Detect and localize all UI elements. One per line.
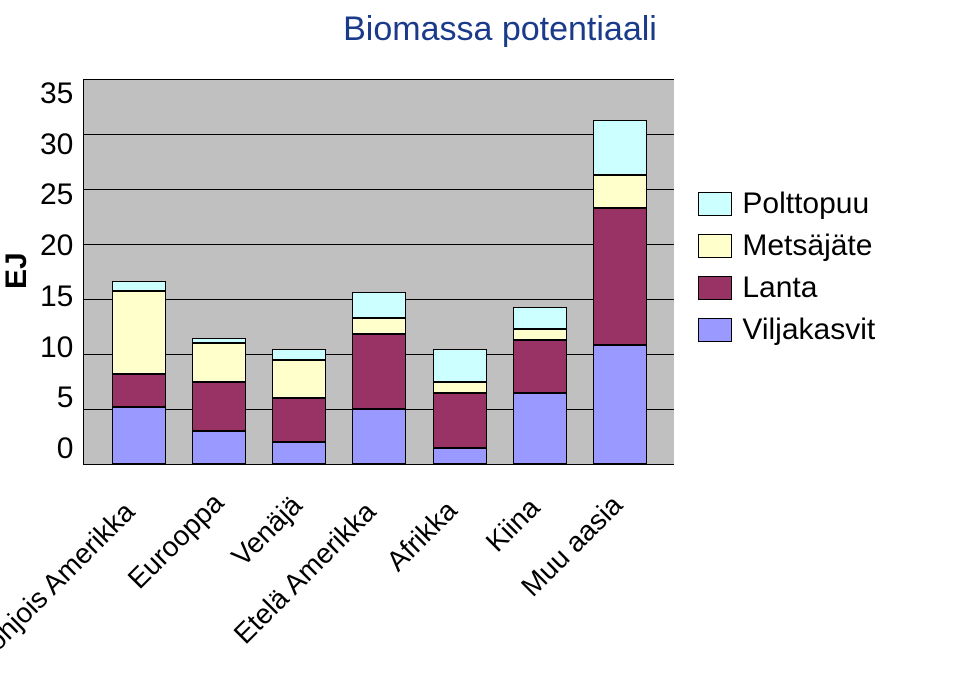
- y-tick: 0: [57, 434, 74, 464]
- bar-segment-lanta: [433, 393, 487, 448]
- bar: [593, 120, 647, 464]
- bar-segment-polttopuu: [433, 349, 487, 382]
- bar-segment-lanta: [272, 398, 326, 442]
- x-axis-label: Kiina: [481, 493, 545, 557]
- legend-item-metsajate: Metsäjäte: [698, 229, 875, 263]
- bar: [192, 338, 246, 465]
- bar-segment-polttopuu: [352, 292, 406, 317]
- y-tick: 35: [40, 79, 73, 109]
- bar-segment-viljakasvit: [112, 407, 166, 464]
- bar: [513, 307, 567, 464]
- bar-segment-metsajate: [192, 343, 246, 382]
- legend-label: Viljakasvit: [742, 313, 875, 347]
- plot-wrap: Pohjois AmerikkaEurooppaVenäjäEtelä Amer…: [83, 79, 674, 685]
- y-tick: 15: [40, 282, 73, 312]
- legend-swatch: [698, 192, 732, 216]
- legend-item-polttopuu: Polttopuu: [698, 187, 875, 221]
- y-tick: 30: [40, 130, 73, 160]
- y-tick: 10: [40, 333, 73, 363]
- bar-segment-metsajate: [352, 318, 406, 335]
- y-tick: 20: [40, 231, 73, 261]
- bar-segment-polttopuu: [513, 307, 567, 329]
- bar-segment-lanta: [112, 374, 166, 407]
- bars-container: [84, 79, 674, 464]
- legend-label: Metsäjäte: [742, 229, 872, 263]
- bar: [352, 292, 406, 464]
- bar-segment-metsajate: [433, 382, 487, 393]
- legend-item-lanta: Lanta: [698, 271, 875, 305]
- x-axis-label: Pohjois Amerikka: [0, 497, 139, 669]
- y-tick: 25: [40, 180, 73, 210]
- legend: Polttopuu Metsäjäte Lanta Viljakasvit: [698, 179, 875, 355]
- bar-segment-metsajate: [272, 360, 326, 399]
- y-axis-label: EJ: [0, 259, 30, 289]
- y-axis-ticks: 35 30 25 20 15 10 5 0: [40, 79, 73, 464]
- bar-segment-lanta: [513, 340, 567, 393]
- bar-segment-metsajate: [593, 175, 647, 208]
- bar: [272, 349, 326, 465]
- x-axis-label: Afrikka: [382, 496, 462, 576]
- bar-segment-viljakasvit: [352, 409, 406, 464]
- plot-region: [83, 79, 674, 465]
- chart-title: Biomassa potentiaali: [40, 10, 960, 49]
- x-axis-label: Eurooppa: [123, 488, 229, 594]
- x-axis-label: Etelä Amerikka: [229, 497, 381, 649]
- x-axis-labels: Pohjois AmerikkaEurooppaVenäjäEtelä Amer…: [83, 465, 673, 685]
- legend-item-viljakasvit: Viljakasvit: [698, 313, 875, 347]
- legend-swatch: [698, 318, 732, 342]
- bar-segment-polttopuu: [112, 281, 166, 291]
- x-axis-label: Venäjä: [226, 490, 306, 570]
- bar-segment-lanta: [593, 208, 647, 346]
- bar: [433, 349, 487, 465]
- bar-segment-viljakasvit: [192, 431, 246, 464]
- legend-swatch: [698, 276, 732, 300]
- bar-segment-viljakasvit: [433, 448, 487, 465]
- y-tick: 5: [57, 383, 74, 413]
- bar: [112, 281, 166, 464]
- bar-segment-viljakasvit: [272, 442, 326, 464]
- legend-label: Lanta: [742, 271, 817, 305]
- legend-swatch: [698, 234, 732, 258]
- legend-label: Polttopuu: [742, 187, 869, 221]
- bar-segment-metsajate: [513, 329, 567, 340]
- bar-segment-polttopuu: [593, 120, 647, 175]
- bar-segment-lanta: [192, 382, 246, 432]
- bar-segment-metsajate: [112, 291, 166, 374]
- bar-segment-lanta: [352, 334, 406, 409]
- bar-segment-viljakasvit: [513, 393, 567, 465]
- bar-segment-polttopuu: [272, 349, 326, 360]
- bar-segment-viljakasvit: [593, 345, 647, 464]
- chart-area: EJ 35 30 25 20 15 10 5 0 Pohjois AmerikkaEuroop…: [0, 79, 960, 685]
